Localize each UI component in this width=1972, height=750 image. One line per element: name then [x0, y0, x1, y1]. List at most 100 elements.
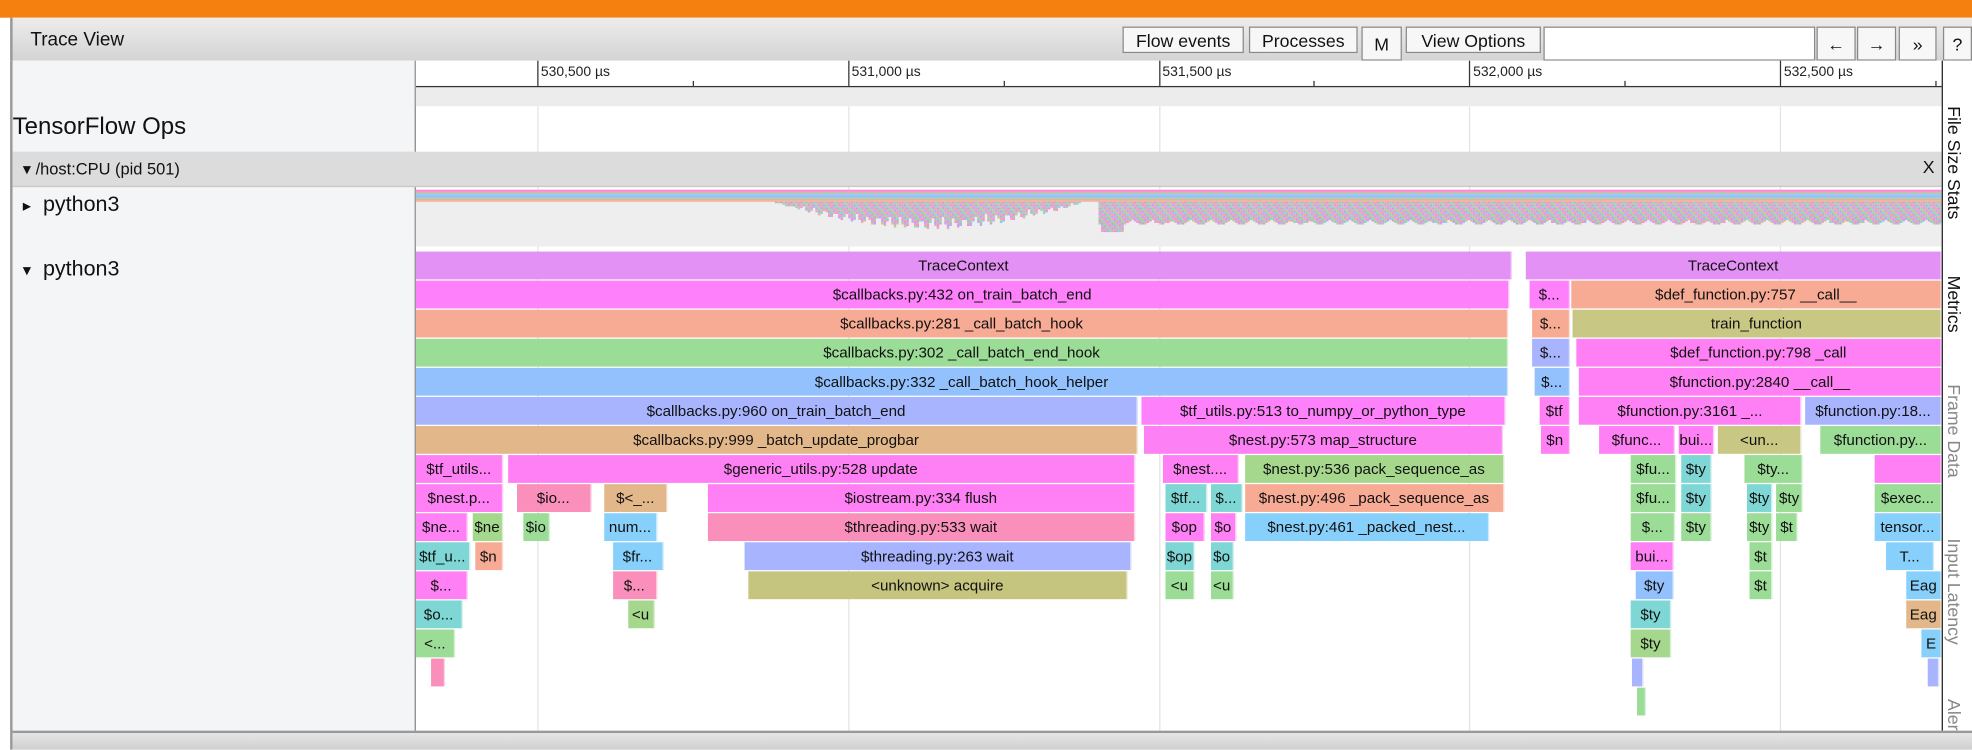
overview-mark	[1136, 219, 1139, 222]
overview-mark	[1513, 204, 1516, 207]
overview-mark	[1563, 201, 1567, 204]
overview-mark	[850, 216, 854, 219]
view-options-button[interactable]: View Options	[1405, 26, 1541, 54]
close-process-button[interactable]: X	[1922, 156, 1935, 177]
overview-mark	[1530, 210, 1534, 213]
overview-mark	[1399, 201, 1402, 204]
overview-mark	[807, 204, 811, 207]
overview-mark	[1295, 212, 1299, 214]
next-result-button[interactable]: →	[1856, 26, 1897, 61]
overview-mark	[1409, 212, 1412, 214]
overview-mark	[946, 213, 950, 216]
overview-mark	[1692, 207, 1696, 210]
overview-mark	[929, 218, 932, 220]
overview-mark	[1232, 218, 1236, 220]
overview-mark	[1371, 207, 1375, 210]
overview-mark	[1159, 213, 1162, 216]
overview-mark	[972, 210, 975, 213]
overview-band	[415, 194, 1942, 196]
overview-mark	[1290, 210, 1294, 213]
overview-mark	[1161, 219, 1165, 222]
overview-mark	[926, 210, 930, 213]
overview-mark	[1010, 216, 1013, 219]
overview-mark	[1229, 215, 1233, 217]
overview-mark	[1108, 224, 1112, 227]
overview-mark	[1214, 209, 1218, 211]
process-header-host-cpu[interactable]: ▾ /host:CPU (pid 501)	[12, 151, 1942, 188]
overview-mark	[1528, 204, 1531, 207]
overview-mark	[1212, 206, 1215, 208]
overview-mark	[1404, 201, 1407, 204]
search-input[interactable]	[1543, 26, 1816, 61]
overview-mark	[1462, 219, 1466, 222]
overview-mark	[951, 204, 955, 207]
overview-mark	[969, 218, 973, 220]
overview-mark	[1212, 209, 1215, 211]
overview-mark	[1545, 201, 1549, 204]
overview-mark	[1556, 221, 1559, 223]
overview-mark	[1753, 204, 1756, 207]
overview-mark	[1374, 207, 1377, 210]
overview-mark	[1369, 218, 1372, 220]
overview-mark	[1300, 218, 1304, 220]
overview-mark	[1381, 210, 1385, 213]
overview-mark	[916, 216, 920, 219]
overview-mark	[853, 218, 856, 220]
frame-border	[10, 60, 13, 750]
overview-mark	[1030, 204, 1033, 207]
overview-mark	[1161, 215, 1165, 217]
overview-mark	[1444, 206, 1448, 208]
overview-mark	[1432, 216, 1435, 219]
overview-mark	[1743, 219, 1746, 222]
help-button[interactable]: ?	[1942, 26, 1972, 61]
overview-mark	[1010, 218, 1013, 220]
overview-mark	[1566, 203, 1569, 205]
overview-mark	[1295, 201, 1299, 204]
overview-mark	[1298, 219, 1301, 222]
overview-mark	[1353, 206, 1357, 208]
overview-mark	[896, 203, 899, 205]
overview-mark	[1624, 219, 1627, 222]
overview-mark	[1447, 204, 1450, 207]
overview-mark	[944, 201, 947, 204]
processes-button[interactable]: Processes	[1248, 26, 1358, 54]
overview-mark	[1232, 219, 1236, 222]
overview-mark	[1722, 213, 1726, 216]
overview-mark	[1669, 215, 1673, 217]
overview-mark	[1702, 213, 1706, 216]
overview-mark	[1118, 206, 1122, 208]
overview-mark	[1427, 210, 1430, 213]
overview-mark	[1490, 201, 1493, 204]
overview-mark	[1758, 207, 1761, 210]
previous-result-button[interactable]: ←	[1816, 26, 1856, 61]
overview-mark	[883, 216, 887, 219]
overview-mark	[951, 212, 955, 214]
overview-mark	[1460, 206, 1463, 208]
overview-mark	[984, 207, 988, 210]
overview-mark	[1265, 204, 1268, 207]
overview-mark	[1679, 216, 1683, 219]
overview-mark	[1515, 206, 1519, 208]
overview-mark	[1652, 210, 1655, 213]
metadata-button[interactable]: M	[1361, 26, 1402, 61]
expand-button[interactable]: »	[1898, 26, 1937, 61]
overview-mark	[1457, 222, 1461, 225]
overview-mark	[1442, 213, 1445, 216]
overview-mark	[964, 206, 968, 208]
overview-mark	[1181, 212, 1185, 214]
overview-mark	[1202, 213, 1205, 216]
flow-events-button[interactable]: Flow events	[1122, 26, 1244, 54]
overview-mark	[1685, 216, 1688, 219]
overview-mark	[1631, 221, 1635, 223]
overview-mark	[931, 216, 935, 219]
overview-mark	[1106, 218, 1109, 220]
overview-mark	[944, 212, 947, 214]
thread-label-collapsed[interactable]: ▸ python3	[23, 192, 120, 217]
overview-mark	[1240, 209, 1243, 211]
overview-mark	[1250, 203, 1253, 205]
overview-mark	[1690, 219, 1693, 222]
time-ruler[interactable]: 530,500 µs 531,000 µs 531,500 µs 532,000 µs…	[415, 60, 1942, 88]
overview-mark	[989, 210, 993, 213]
overview-mark	[1113, 229, 1117, 231]
overview-mark	[1389, 203, 1392, 205]
